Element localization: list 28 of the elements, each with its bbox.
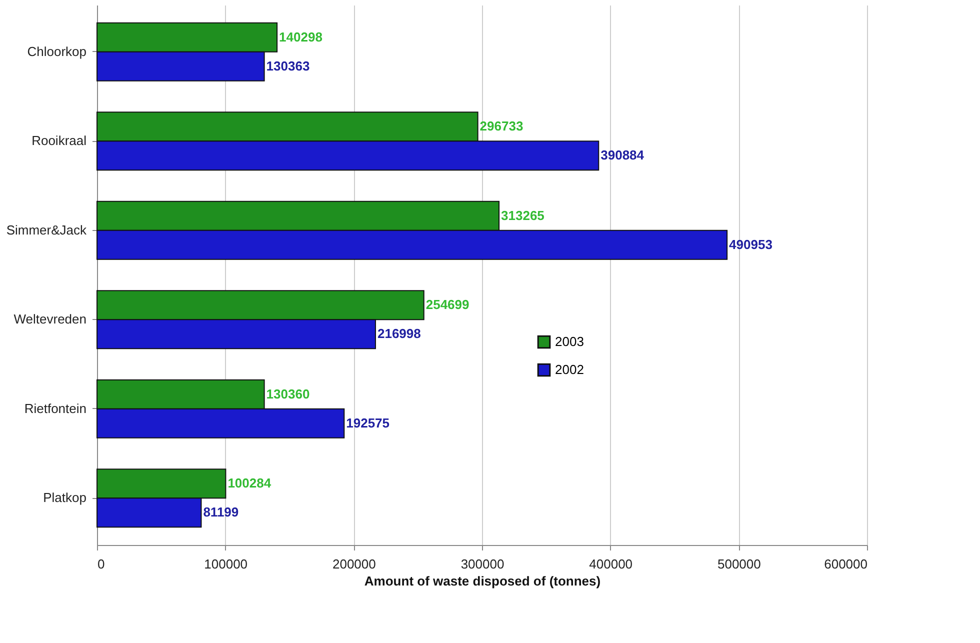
data-label: 130363 (266, 58, 310, 74)
x-tick-label: 600000 (824, 556, 868, 572)
x-tick-label: 0 (98, 556, 105, 572)
data-label: 216998 (377, 326, 421, 342)
data-label: 100284 (228, 476, 272, 491)
x-axis-title: Amount of waste disposed of (tonnes) (364, 574, 601, 588)
y-tick-label: Simmer&Jack (6, 222, 87, 238)
y-tick-label: Weltevreden (14, 312, 86, 327)
legend-label: 2002 (555, 362, 584, 377)
x-tick-label: 300000 (460, 556, 504, 572)
x-tick-label: 500000 (717, 556, 761, 572)
y-tick-label: Rietfontein (24, 400, 86, 416)
y-tick-label: Platkop (43, 490, 86, 506)
x-tick-label: 200000 (332, 556, 376, 572)
data-label: 81199 (203, 504, 239, 520)
legend-label: 2003 (555, 334, 584, 349)
y-tick-label: Rooikraal (32, 133, 87, 148)
data-label: 390884 (600, 148, 645, 163)
x-tick-label: 400000 (589, 556, 633, 572)
data-label: 130360 (266, 386, 310, 402)
x-tick-label: 100000 (204, 556, 248, 572)
data-label: 296733 (480, 118, 524, 134)
data-label: 313265 (501, 208, 544, 223)
data-label: 140298 (279, 29, 322, 44)
y-tick-label: Chloorkop (27, 44, 86, 59)
data-label: 254699 (426, 297, 470, 312)
data-label: 490953 (729, 236, 772, 252)
data-label: 192575 (346, 415, 390, 430)
